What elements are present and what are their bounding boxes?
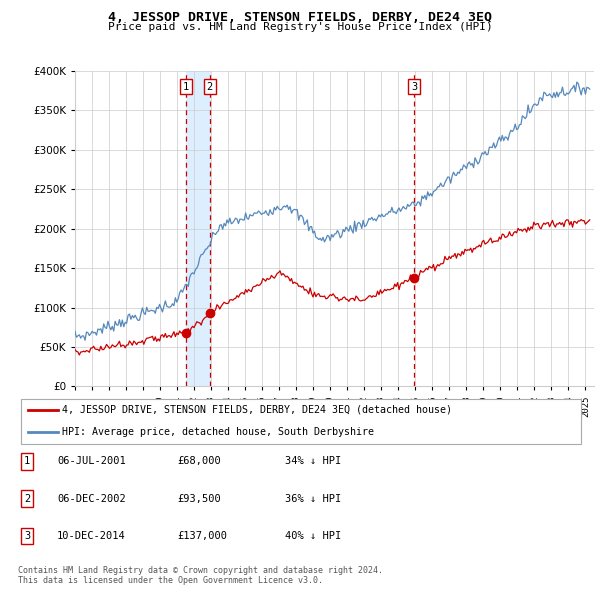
Text: £93,500: £93,500 — [177, 494, 221, 503]
Text: 4, JESSOP DRIVE, STENSON FIELDS, DERBY, DE24 3EQ: 4, JESSOP DRIVE, STENSON FIELDS, DERBY, … — [108, 11, 492, 24]
Text: 10-DEC-2014: 10-DEC-2014 — [57, 531, 126, 540]
Text: 4, JESSOP DRIVE, STENSON FIELDS, DERBY, DE24 3EQ (detached house): 4, JESSOP DRIVE, STENSON FIELDS, DERBY, … — [62, 405, 452, 415]
Text: £68,000: £68,000 — [177, 457, 221, 466]
Text: HPI: Average price, detached house, South Derbyshire: HPI: Average price, detached house, Sout… — [62, 427, 374, 437]
Text: 2: 2 — [24, 494, 30, 503]
Text: 06-DEC-2002: 06-DEC-2002 — [57, 494, 126, 503]
Text: 40% ↓ HPI: 40% ↓ HPI — [285, 531, 341, 540]
Text: Price paid vs. HM Land Registry's House Price Index (HPI): Price paid vs. HM Land Registry's House … — [107, 22, 493, 32]
Text: 2: 2 — [206, 81, 213, 91]
FancyBboxPatch shape — [21, 399, 581, 444]
Text: 1: 1 — [24, 457, 30, 466]
Text: 3: 3 — [411, 81, 417, 91]
Text: 06-JUL-2001: 06-JUL-2001 — [57, 457, 126, 466]
Text: 36% ↓ HPI: 36% ↓ HPI — [285, 494, 341, 503]
Text: 34% ↓ HPI: 34% ↓ HPI — [285, 457, 341, 466]
Text: £137,000: £137,000 — [177, 531, 227, 540]
Text: 3: 3 — [24, 531, 30, 540]
Bar — [186, 71, 210, 386]
Text: This data is licensed under the Open Government Licence v3.0.: This data is licensed under the Open Gov… — [18, 576, 323, 585]
Text: 1: 1 — [183, 81, 190, 91]
Text: Contains HM Land Registry data © Crown copyright and database right 2024.: Contains HM Land Registry data © Crown c… — [18, 566, 383, 575]
